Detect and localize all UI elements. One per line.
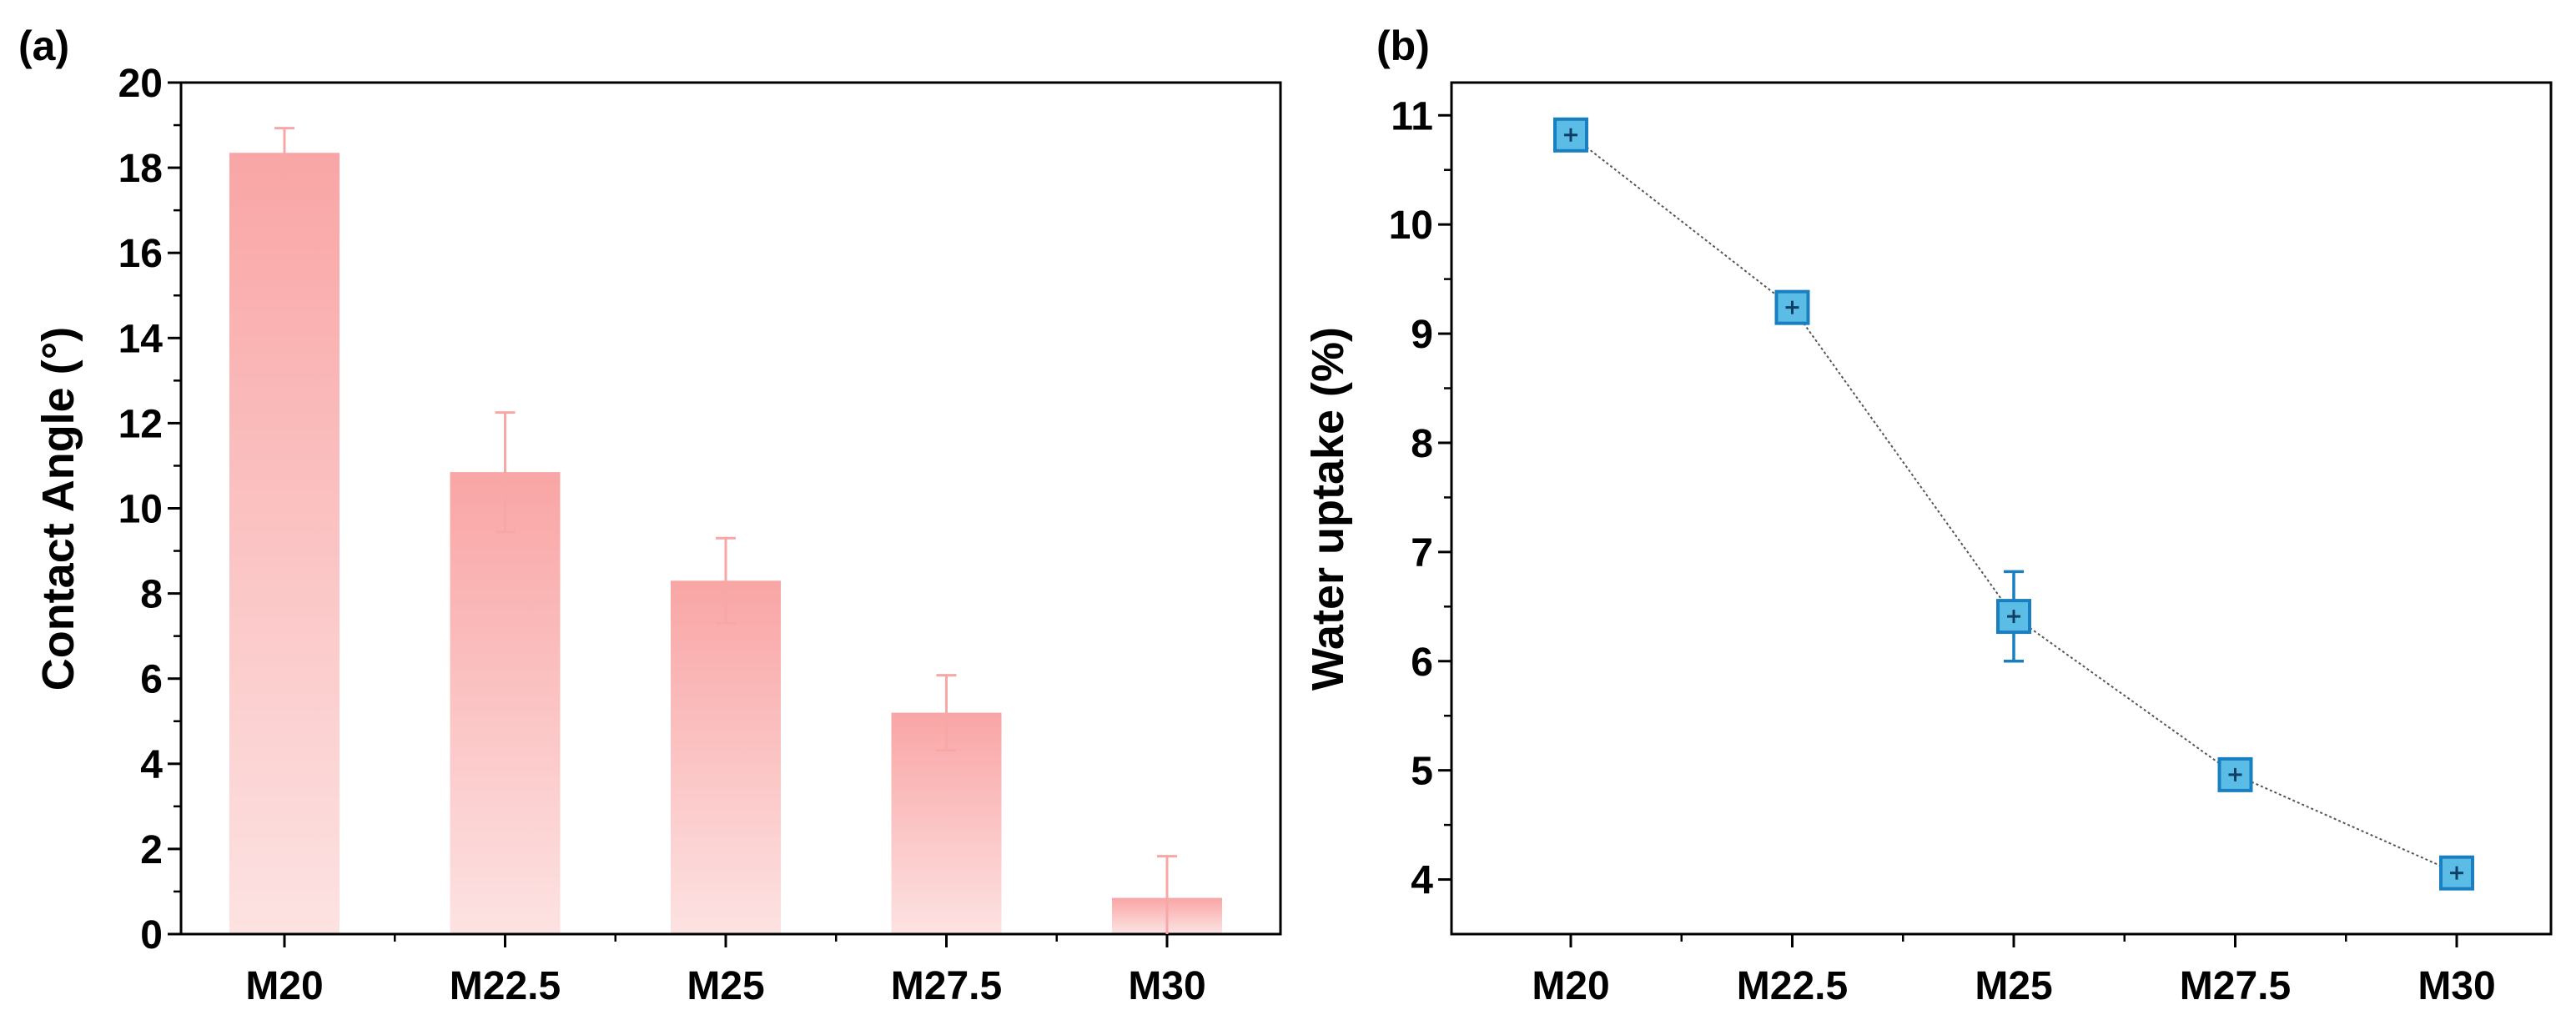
panel-a-y-tick-label: 12 [118,402,163,446]
bar-m25 [671,580,781,933]
panel-a-y-axis: 0 2 4 6 8 10 12 14 16 18 20 [118,62,181,957]
panel-a-x-tick-label: M27.5 [891,964,1002,1008]
panel-a-y-tick-label: 0 [140,913,163,957]
panel-b-x-axis: M20 M22.5 M25 M27.5 M30 [1532,934,2496,1008]
panel-b-x-tick-label: M20 [1532,964,1609,1008]
panel-b-water-uptake-chart: (b) 4 5 6 7 8 9 10 11 M20 M22.5 M25 M27.5 M30 Water… [1303,23,2553,1008]
panel-b-y-tick-label: 11 [1391,94,1433,138]
panel-b-series [1553,117,2474,891]
panel-b-y-tick-label: 10 [1389,203,1433,248]
series-line [1570,134,2458,874]
panel-a-y-tick-label: 8 [140,573,163,617]
bar-m20 [229,153,340,933]
panel-b-y-tick-label: 8 [1411,422,1433,466]
panel-a-y-axis-title: Contact Angle (°) [33,327,83,691]
panel-a-y-tick-label: 14 [118,317,164,361]
panel-b-frame [1450,81,2553,936]
panel-b-y-axis-title: Water uptake (%) [1303,327,1353,691]
panel-a-x-tick-label: M20 [245,964,323,1008]
panel-a-y-tick-label: 18 [118,147,163,191]
panel-a-y-tick-label: 2 [140,828,163,872]
panel-a-bars [229,127,1222,934]
panel-a-y-tick-label: 16 [118,232,163,276]
panel-a-y-tick-label: 20 [118,62,163,106]
panel-a-x-axis: M20 M22.5 M25 M27.5 M30 [245,934,1206,1008]
panel-a-y-tick-label: 4 [140,743,163,787]
panel-b-y-tick-label: 4 [1411,859,1433,903]
panel-b-x-tick-label: M27.5 [2180,964,2291,1008]
panel-b-label: (b) [1376,23,1430,69]
panel-b-y-tick-label: 7 [1411,531,1433,575]
panel-a-label: (a) [18,23,69,69]
panel-b-x-tick-label: M25 [1975,964,2052,1008]
panel-a-y-tick-label: 6 [140,658,163,702]
panel-a-contact-angle-chart: (a) 0 2 4 6 8 10 12 14 16 18 20 M20 M22.5 M25 M27.5 M3… [18,23,1282,1008]
panel-b-x-tick-label: M22.5 [1737,964,1848,1008]
panel-a-x-tick-label: M30 [1128,964,1205,1008]
panel-b-x-tick-label: M30 [2418,964,2495,1008]
panel-a-x-tick-label: M22.5 [450,964,561,1008]
panel-a-y-tick-label: 10 [118,488,163,532]
marker-m27-5 [2217,756,2253,792]
bar-m22-5 [450,472,561,933]
panel-b-y-tick-label: 5 [1411,750,1433,794]
panel-b-y-tick-label: 6 [1411,641,1433,685]
panel-b-y-tick-label: 9 [1411,313,1433,357]
panel-b-y-axis: 4 5 6 7 8 9 10 11 [1389,94,1452,903]
panel-a-x-tick-label: M25 [687,964,764,1008]
